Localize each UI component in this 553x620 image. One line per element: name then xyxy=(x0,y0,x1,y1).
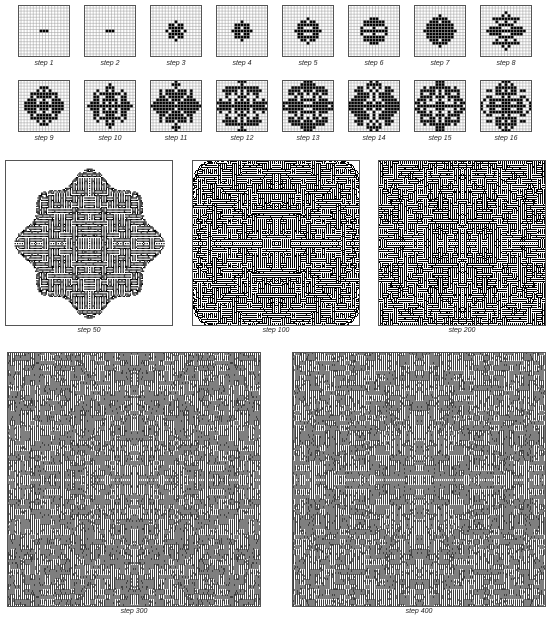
step-200-caption: step 200 xyxy=(448,327,476,334)
step-12-caption: step 12 xyxy=(230,135,254,142)
step-panel-1: step 1 xyxy=(18,5,70,73)
step-11-grid xyxy=(150,80,202,132)
step-50-caption: step 50 xyxy=(77,327,101,334)
step-13-caption: step 13 xyxy=(296,135,320,142)
step-panel-7: step 7 xyxy=(414,5,466,73)
step-300-caption: step 300 xyxy=(120,608,148,615)
step-2-grid xyxy=(84,5,136,57)
step-1-caption: step 1 xyxy=(34,60,54,67)
step-16-caption: step 16 xyxy=(494,135,518,142)
step-panel-400: step 400 xyxy=(292,352,546,618)
step-1-grid xyxy=(18,5,70,57)
step-panel-6: step 6 xyxy=(348,5,400,73)
step-4-caption: step 4 xyxy=(232,60,252,67)
step-3-caption: step 3 xyxy=(166,60,186,67)
step-400-pattern xyxy=(292,352,546,607)
step-7-grid xyxy=(414,5,466,57)
step-14-caption: step 14 xyxy=(362,135,386,142)
step-panel-13: step 13 xyxy=(282,80,334,148)
step-4-grid xyxy=(216,5,268,57)
step-panel-12: step 12 xyxy=(216,80,268,148)
step-panel-200: step 200 xyxy=(378,160,546,336)
step-panel-100: step 100 xyxy=(192,160,360,336)
step-8-grid xyxy=(480,5,532,57)
step-50-pattern xyxy=(5,160,173,326)
step-13-grid xyxy=(282,80,334,132)
step-6-grid xyxy=(348,5,400,57)
step-2-caption: step 2 xyxy=(100,60,120,67)
step-8-caption: step 8 xyxy=(496,60,516,67)
step-11-caption: step 11 xyxy=(164,135,188,142)
step-400-caption: step 400 xyxy=(405,608,433,615)
step-3-grid xyxy=(150,5,202,57)
step-panel-50: step 50 xyxy=(5,160,173,336)
step-15-grid xyxy=(414,80,466,132)
step-12-grid xyxy=(216,80,268,132)
step-panel-10: step 10 xyxy=(84,80,136,148)
step-panel-14: step 14 xyxy=(348,80,400,148)
step-9-caption: step 9 xyxy=(34,135,54,142)
step-100-caption: step 100 xyxy=(262,327,290,334)
step-10-caption: step 10 xyxy=(98,135,122,142)
step-10-grid xyxy=(84,80,136,132)
step-panel-11: step 11 xyxy=(150,80,202,148)
step-14-grid xyxy=(348,80,400,132)
step-7-caption: step 7 xyxy=(430,60,450,67)
step-panel-8: step 8 xyxy=(480,5,532,73)
step-15-caption: step 15 xyxy=(428,135,452,142)
step-5-grid xyxy=(282,5,334,57)
step-panel-300: step 300 xyxy=(7,352,261,618)
step-panel-15: step 15 xyxy=(414,80,466,148)
step-panel-3: step 3 xyxy=(150,5,202,73)
step-200-pattern xyxy=(378,160,546,326)
step-panel-9: step 9 xyxy=(18,80,70,148)
step-panel-16: step 16 xyxy=(480,80,532,148)
step-panel-5: step 5 xyxy=(282,5,334,73)
step-panel-4: step 4 xyxy=(216,5,268,73)
step-5-caption: step 5 xyxy=(298,60,318,67)
step-16-grid xyxy=(480,80,532,132)
step-100-pattern xyxy=(192,160,360,326)
step-6-caption: step 6 xyxy=(364,60,384,67)
step-9-grid xyxy=(18,80,70,132)
step-300-pattern xyxy=(7,352,261,607)
step-panel-2: step 2 xyxy=(84,5,136,73)
